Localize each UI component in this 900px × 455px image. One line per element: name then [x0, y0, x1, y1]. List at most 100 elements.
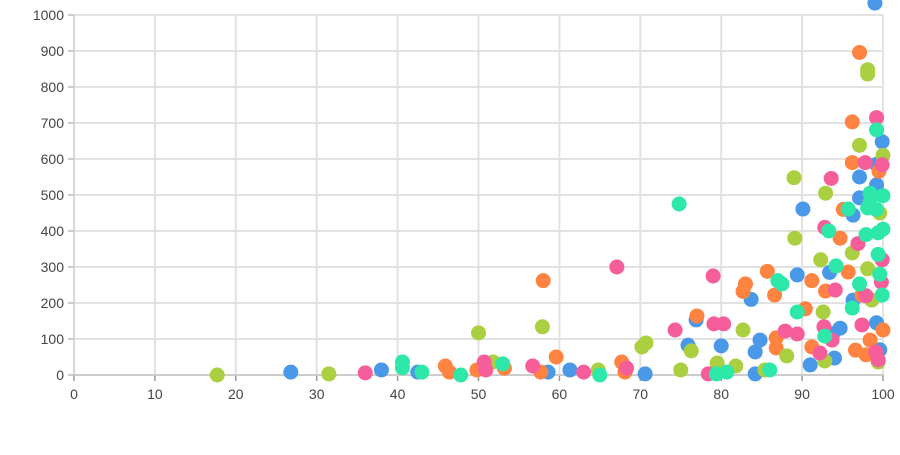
data-point — [673, 362, 689, 378]
x-tick-label: 70 — [633, 386, 649, 402]
y-tick-label: 900 — [41, 43, 65, 59]
data-point — [789, 326, 805, 342]
data-point — [840, 201, 856, 217]
data-point — [357, 365, 373, 381]
y-tick-label: 300 — [41, 259, 65, 275]
data-point — [535, 273, 551, 289]
data-point — [471, 325, 486, 341]
data-point — [759, 263, 775, 279]
data-point — [576, 364, 592, 380]
data-point — [667, 322, 683, 338]
data-point — [779, 348, 795, 364]
y-tick-label: 800 — [41, 79, 65, 95]
x-tick-label: 40 — [390, 386, 406, 402]
data-point — [869, 110, 885, 126]
x-tick-label: 10 — [147, 386, 163, 402]
data-point — [802, 357, 818, 373]
data-point — [683, 343, 699, 359]
x-tick-label: 100 — [871, 386, 895, 402]
data-point — [638, 335, 654, 351]
data-point — [862, 194, 878, 210]
data-point — [789, 267, 805, 283]
x-tick-label: 50 — [471, 386, 487, 402]
data-point — [789, 304, 805, 320]
data-point — [874, 287, 890, 303]
data-point — [874, 134, 890, 150]
x-tick-label: 20 — [228, 386, 244, 402]
data-point — [394, 360, 410, 376]
data-point — [828, 258, 844, 274]
y-tick-label: 1000 — [33, 7, 64, 23]
data-point — [283, 364, 299, 380]
y-tick-label: 700 — [41, 115, 65, 131]
y-tick-label: 100 — [41, 331, 65, 347]
data-point — [689, 308, 705, 324]
data-point — [812, 345, 828, 361]
data-point — [827, 282, 843, 298]
data-point — [858, 288, 874, 304]
y-tick-label: 200 — [41, 295, 65, 311]
x-tick-label: 90 — [794, 386, 810, 402]
data-point — [719, 364, 735, 380]
data-point — [860, 261, 876, 277]
data-point — [373, 362, 389, 378]
data-point — [852, 169, 868, 185]
data-point — [619, 360, 635, 376]
data-point — [747, 344, 763, 360]
grid — [74, 14, 884, 375]
data-point — [832, 230, 848, 246]
data-point — [854, 317, 870, 333]
data-point — [872, 266, 888, 282]
data-point — [821, 223, 837, 239]
data-point — [777, 323, 793, 339]
data-point — [817, 328, 833, 344]
data-point — [609, 259, 625, 275]
data-point — [209, 367, 225, 383]
data-point — [875, 188, 891, 204]
data-point — [495, 356, 511, 372]
data-point — [453, 367, 469, 383]
x-tick-label: 0 — [70, 386, 78, 402]
data-point — [709, 355, 725, 371]
data-point — [870, 246, 886, 262]
data-point — [875, 322, 891, 338]
data-point — [852, 44, 868, 60]
data-point — [804, 273, 820, 289]
x-tick-label: 80 — [713, 386, 729, 402]
data-point — [862, 332, 878, 348]
y-tick-label: 500 — [41, 187, 65, 203]
data-point — [441, 364, 457, 380]
data-point — [548, 349, 564, 365]
data-point — [534, 319, 550, 335]
data-point — [795, 201, 811, 217]
data-point — [860, 62, 876, 78]
data-point — [844, 300, 860, 316]
y-tick-label: 600 — [41, 151, 65, 167]
data-point — [847, 342, 863, 358]
data-point — [774, 276, 790, 292]
x-tick-label: 30 — [309, 386, 325, 402]
y-tick-label: 400 — [41, 223, 65, 239]
data-point — [875, 221, 891, 237]
data-point — [786, 170, 802, 186]
data-point — [713, 338, 729, 354]
data-point — [414, 364, 430, 380]
data-point — [823, 170, 839, 186]
data-point — [869, 122, 885, 138]
data-point — [592, 367, 608, 383]
data-point — [767, 287, 783, 303]
data-point — [637, 366, 653, 382]
data-point — [818, 185, 834, 201]
data-point — [752, 332, 768, 348]
data-point — [813, 252, 829, 268]
data-point — [321, 366, 337, 382]
data-point — [844, 114, 860, 130]
data-point — [840, 264, 856, 280]
data-point — [867, 0, 883, 11]
y-tick-label: 0 — [56, 367, 64, 383]
data-point — [857, 155, 873, 171]
x-tick-label: 60 — [552, 386, 568, 402]
data-point — [787, 230, 803, 246]
data-point — [815, 304, 831, 320]
